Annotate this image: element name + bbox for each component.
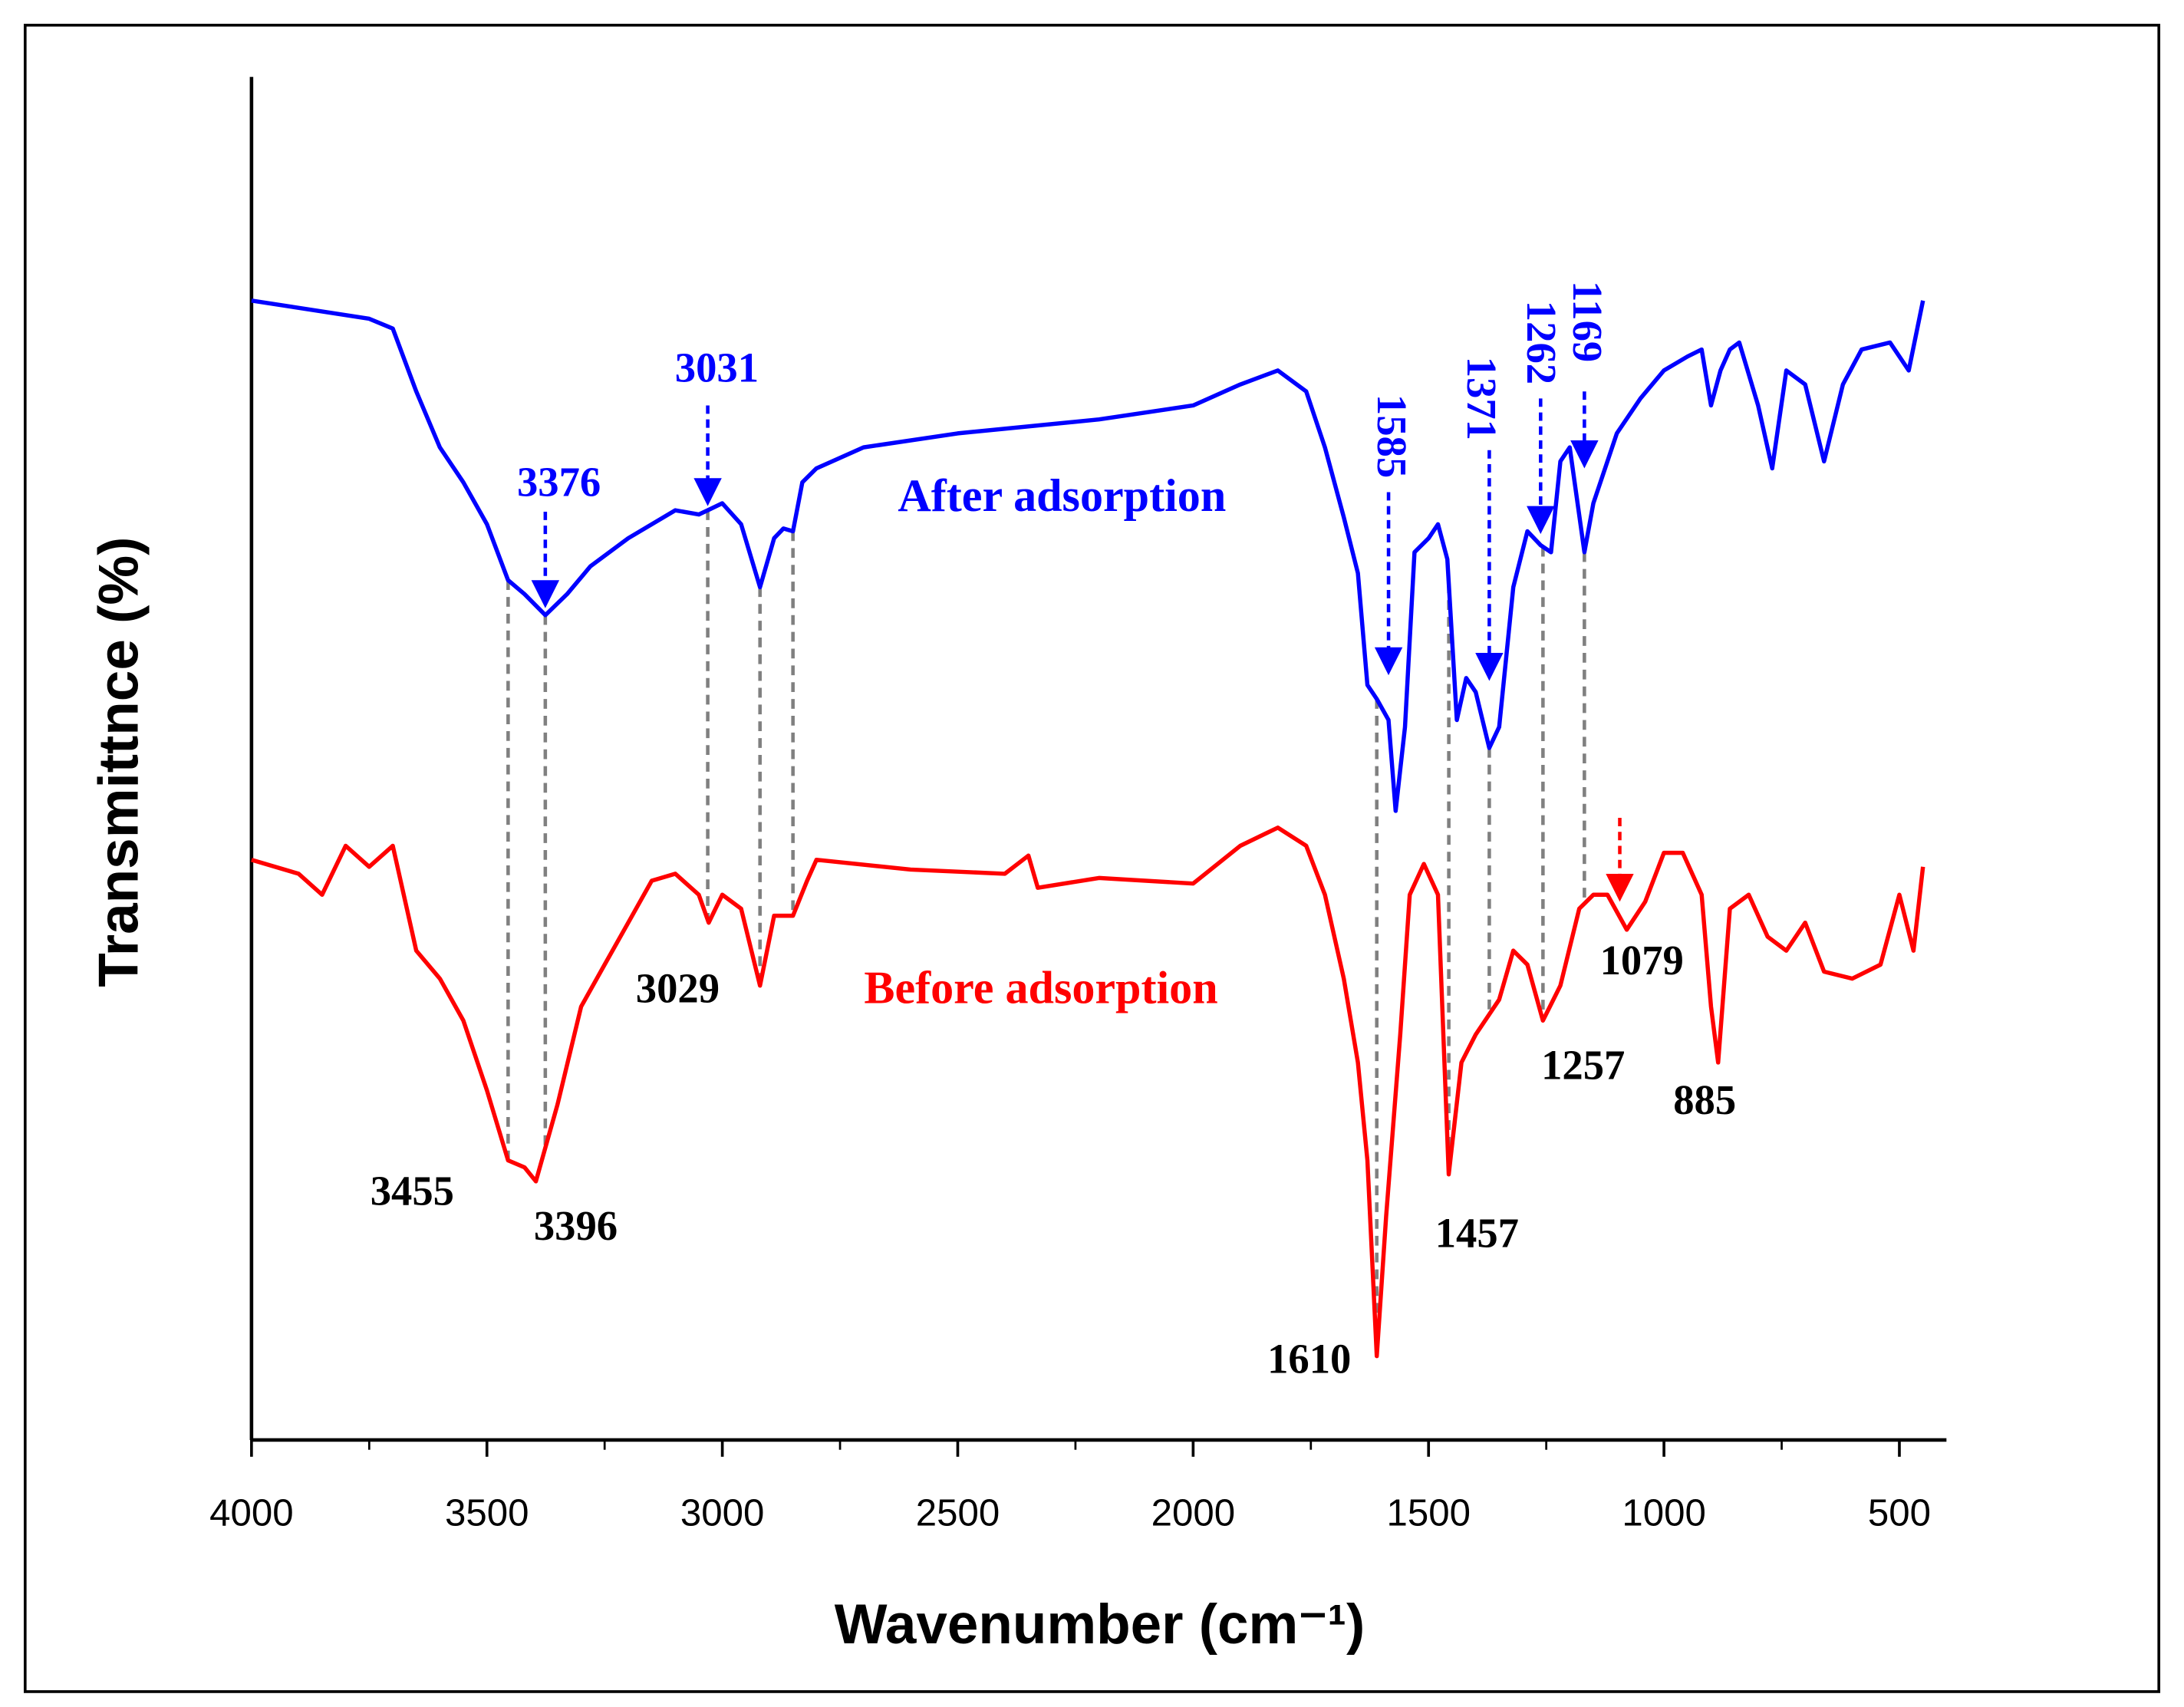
annotation: 885 <box>1673 1076 1736 1123</box>
x-tick-label: 500 <box>1868 1491 1931 1534</box>
x-tick-label: 1500 <box>1387 1491 1471 1534</box>
annotation: 1169 <box>1564 281 1611 362</box>
x-tick-label: 1000 <box>1622 1491 1705 1534</box>
annotation: 3455 <box>371 1168 454 1214</box>
annotation: 1585 <box>1369 394 1415 478</box>
series-label: Before adsorption <box>864 963 1217 1014</box>
series-label: After adsorption <box>898 470 1226 522</box>
y-axis-title: Transmittnce (%) <box>88 537 150 987</box>
x-tick-label: 4000 <box>209 1491 293 1534</box>
x-tick-label: 2500 <box>916 1491 1000 1534</box>
annotation: 3376 <box>517 459 601 506</box>
annotation: 1079 <box>1600 937 1684 984</box>
annotation: 1371 <box>1458 357 1505 440</box>
x-tick-label: 3000 <box>680 1491 764 1534</box>
annotation: 1257 <box>1541 1042 1625 1089</box>
x-tick-label: 3500 <box>445 1491 529 1534</box>
annotation: 3029 <box>636 964 720 1011</box>
annotation: 3031 <box>675 344 759 391</box>
annotation: 1457 <box>1435 1209 1519 1256</box>
series-line <box>251 825 1925 1359</box>
x-tick-label: 2000 <box>1151 1491 1235 1534</box>
series-line <box>251 298 1925 813</box>
x-axis-title: Wavenumber (cm⁻¹) <box>835 1593 1365 1656</box>
annotation: 3396 <box>534 1202 618 1249</box>
frame <box>23 23 2161 1693</box>
annotation: 1610 <box>1267 1335 1351 1382</box>
annotation: 1262 <box>1518 301 1565 384</box>
